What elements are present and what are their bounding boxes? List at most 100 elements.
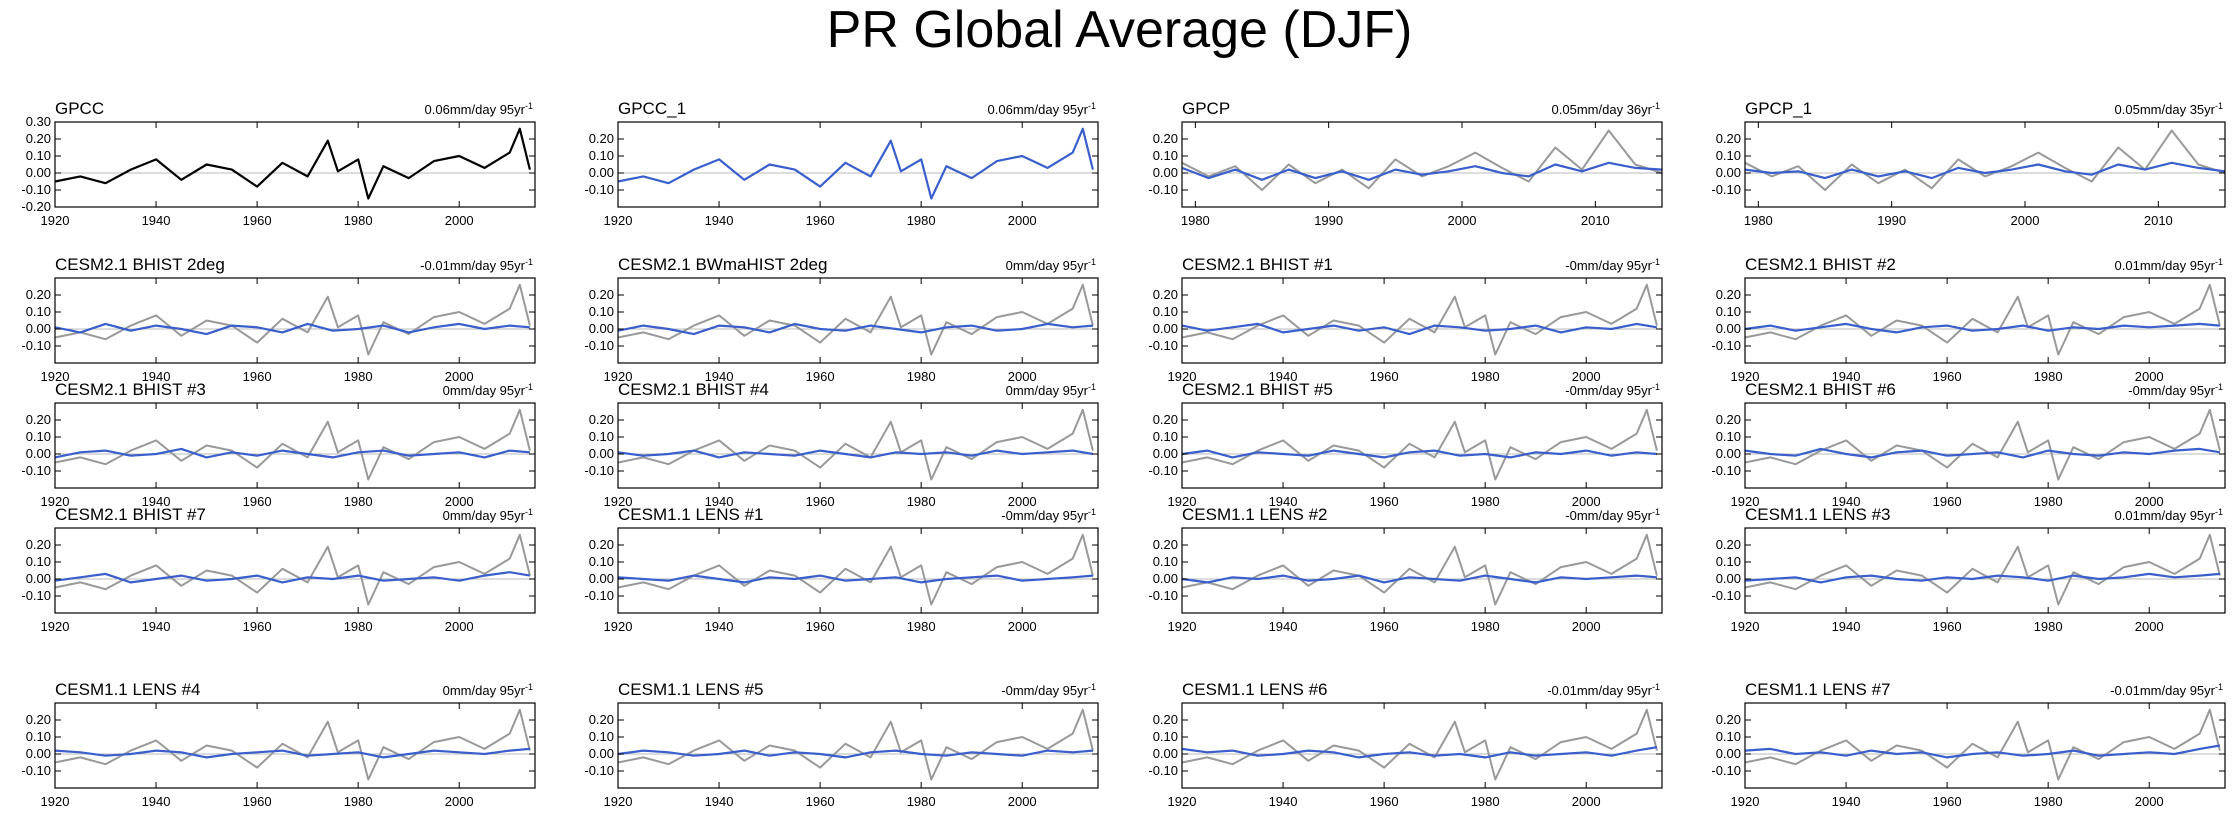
plot-frame	[617, 277, 1099, 364]
plot-frame	[617, 402, 1099, 489]
trend-label: 0.06mm/day 95yr-1	[425, 101, 533, 117]
x-tick-label: 1940	[142, 213, 171, 228]
y-tick-label: 0.10	[1716, 729, 1741, 744]
x-tick-label: 1980	[907, 369, 936, 384]
trend-label: -0mm/day 95yr-1	[1565, 257, 1660, 273]
x-tick-label: 1960	[1933, 369, 1962, 384]
x-tick-label: 1920	[604, 369, 633, 384]
plot-frame	[1181, 702, 1663, 789]
x-tick-label: 1960	[1370, 619, 1399, 634]
y-tick-label: -0.10	[21, 588, 51, 603]
series-line-model-obs-overlay	[1181, 408, 1658, 481]
y-tick-label: 0.00	[26, 571, 51, 586]
trend-label: 0mm/day 95yr-1	[443, 507, 533, 523]
y-tick-label: 0.20	[1153, 131, 1178, 146]
panel-8: CESM2.1 BHIST #2 0.01mm/day 95yr-1 -0.10 0.…	[1711, 255, 2226, 384]
panel-title: CESM1.1 LENS #6	[1182, 680, 1328, 699]
trend-label: 0.05mm/day 36yr-1	[1552, 101, 1660, 117]
x-tick-label: 2000	[445, 213, 474, 228]
trend-label: -0mm/day 95yr-1	[1001, 507, 1096, 523]
panel-title: CESM1.1 LENS #4	[55, 680, 201, 699]
y-tick-label: 0.20	[1153, 537, 1178, 552]
y-tick-label: 0.10	[1153, 554, 1178, 569]
series-line-series	[617, 749, 1093, 759]
x-tick-label: 2000	[1008, 213, 1037, 228]
y-tick-label: 0.00	[1716, 165, 1741, 180]
x-tick-label: 1980	[907, 794, 936, 809]
plot-frame	[54, 277, 536, 364]
x-tick-label: 2000	[445, 494, 474, 509]
x-tick-label: 1920	[1168, 369, 1197, 384]
x-tick-label: 1980	[907, 213, 936, 228]
panel-title: CESM2.1 BHIST #1	[1182, 255, 1333, 274]
plot-frame	[54, 527, 536, 614]
x-tick-label: 1940	[1269, 494, 1298, 509]
x-tick-label: 2000	[1572, 369, 1601, 384]
y-tick-label: 0.00	[1716, 446, 1741, 461]
panel-16: CESM1.1 LENS #3 0.01mm/day 95yr-1 -0.10 0.0…	[1711, 505, 2226, 634]
series-line-series	[1181, 746, 1658, 759]
series-line-series	[1744, 161, 2226, 180]
plot-frame	[54, 702, 536, 789]
panel-title: CESM2.1 BHIST 2deg	[55, 255, 225, 274]
y-tick-label: 0.10	[589, 729, 614, 744]
x-tick-label: 2000	[1008, 494, 1037, 509]
trend-label: 0.06mm/day 95yr-1	[988, 101, 1096, 117]
panel-9: CESM2.1 BHIST #3 0mm/day 95yr-1 -0.10 0.00 0…	[21, 380, 536, 509]
x-tick-label: 1980	[344, 213, 373, 228]
trend-label: 0mm/day 95yr-1	[1006, 257, 1096, 273]
x-tick-label: 1980	[344, 369, 373, 384]
panel-20: CESM1.1 LENS #7 -0.01mm/day 95yr-1 -0.10 0.…	[1711, 680, 2226, 809]
x-tick-label: 1980	[907, 619, 936, 634]
plot-frame	[1744, 527, 2226, 614]
x-tick-label: 1980	[1471, 369, 1500, 384]
y-tick-label: 0.20	[589, 412, 614, 427]
y-tick-label: -0.10	[21, 338, 51, 353]
trend-label: 0mm/day 95yr-1	[1006, 382, 1096, 398]
series-line-series	[617, 449, 1094, 459]
series-line-model-obs-overlay	[1744, 533, 2221, 606]
y-tick-label: 0.00	[1153, 321, 1178, 336]
plot-frame	[1181, 527, 1663, 614]
x-tick-label: 2000	[445, 794, 474, 809]
trend-label: -0.01mm/day 95yr-1	[2110, 682, 2223, 698]
plot-frame	[54, 402, 536, 489]
plot-frame	[1181, 277, 1663, 364]
y-tick-label: 0.10	[26, 729, 51, 744]
x-tick-label: 1960	[806, 369, 835, 384]
x-tick-label: 1980	[1471, 794, 1500, 809]
series-line-series	[54, 747, 530, 759]
panel-title: CESM1.1 LENS #2	[1182, 505, 1328, 524]
y-tick-label: -0.10	[1711, 338, 1741, 353]
y-tick-label: 0.20	[1716, 412, 1741, 427]
x-tick-label: 1960	[1370, 494, 1399, 509]
x-tick-label: 1980	[1471, 619, 1500, 634]
x-tick-label: 1960	[243, 619, 272, 634]
x-tick-label: 1940	[1832, 619, 1861, 634]
x-tick-label: 1980	[2034, 794, 2063, 809]
x-tick-label: 2000	[1448, 213, 1477, 228]
series-line-model-obs-overlay	[1181, 533, 1658, 606]
x-tick-label: 1940	[142, 369, 171, 384]
series-line-model-obs-overlay	[1744, 129, 2226, 191]
x-tick-label: 2000	[445, 619, 474, 634]
panel-3: GPCP 0.05mm/day 36yr-1 -0.10 0.00 0.10 0.20 19…	[1148, 99, 1663, 228]
x-tick-label: 1920	[604, 494, 633, 509]
y-tick-label: 0.10	[1153, 148, 1178, 163]
series-line-model-obs-overlay	[54, 283, 531, 356]
x-tick-label: 2000	[1008, 619, 1037, 634]
series-line-series	[1181, 322, 1658, 336]
series-line-series	[1744, 322, 2220, 334]
panel-14: CESM1.1 LENS #1 -0mm/day 95yr-1 -0.10 0.00 0…	[584, 505, 1099, 634]
y-tick-label: 0.20	[26, 412, 51, 427]
y-tick-label: 0.10	[26, 148, 51, 163]
x-tick-label: 1980	[1744, 213, 1773, 228]
y-tick-label: 0.00	[1716, 571, 1741, 586]
page-title: PR Global Average (DJF)	[826, 1, 1413, 59]
x-tick-label: 1940	[1832, 369, 1861, 384]
series-line-model-obs-overlay	[54, 408, 531, 481]
x-tick-label: 2000	[1572, 794, 1601, 809]
x-tick-label: 2010	[2144, 213, 2173, 228]
series-line-model-obs-overlay	[1744, 283, 2221, 356]
series-line-model-obs-overlay	[617, 708, 1094, 781]
